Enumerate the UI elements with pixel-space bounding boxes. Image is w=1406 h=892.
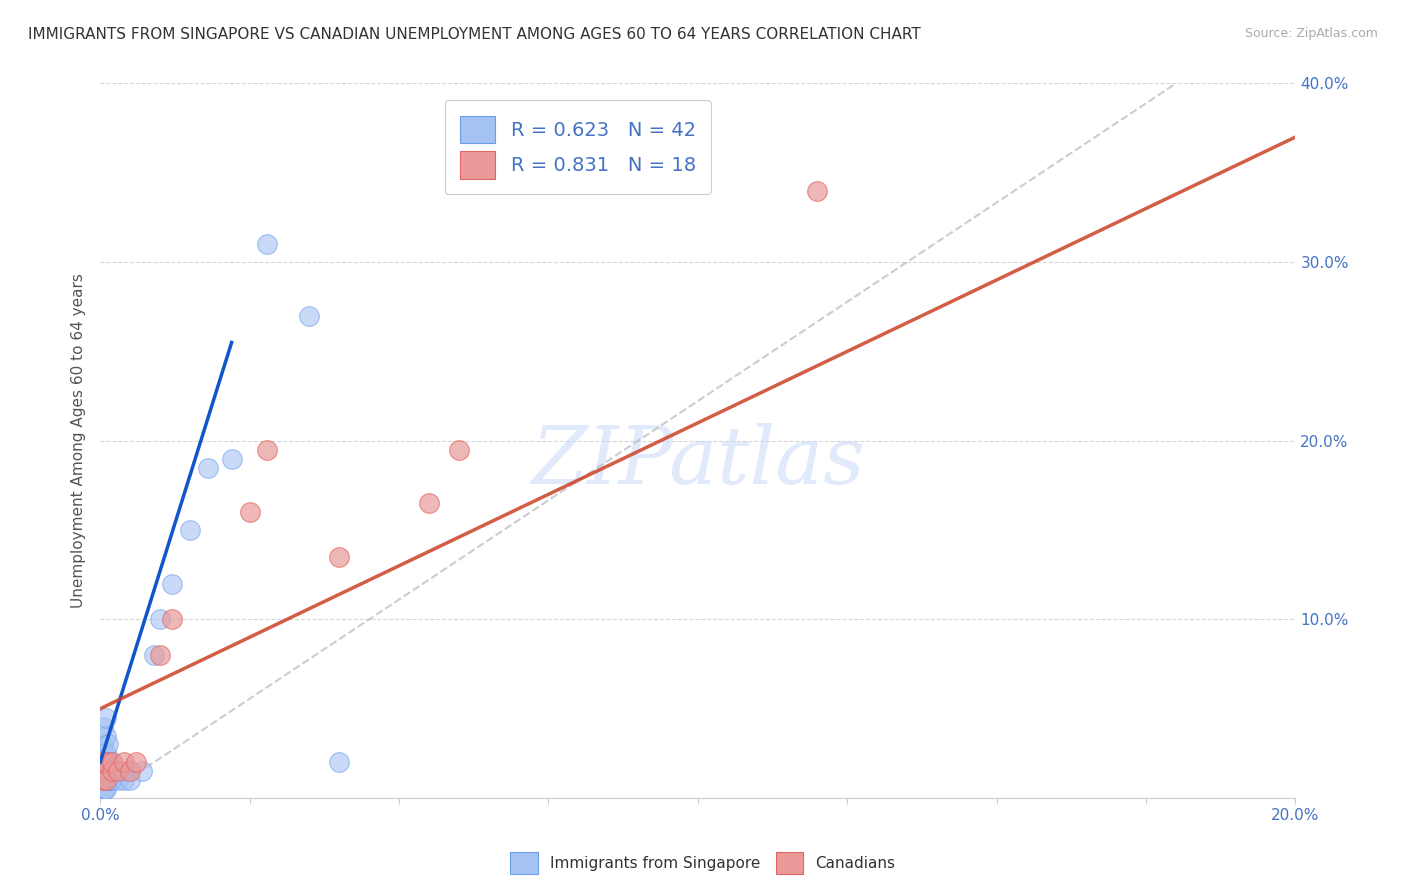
- Point: [94, 782, 117, 797]
- Point: [142, 648, 165, 662]
- Point: [101, 764, 124, 779]
- Point: [98, 764, 121, 779]
- Point: [179, 523, 201, 537]
- Point: [447, 442, 470, 457]
- Point: [328, 549, 350, 564]
- Point: [112, 773, 135, 788]
- Point: [97, 764, 120, 779]
- Point: [118, 773, 141, 788]
- Point: [91, 773, 114, 788]
- Point: [101, 764, 124, 779]
- Point: [94, 773, 117, 788]
- Point: [94, 782, 117, 797]
- Text: IMMIGRANTS FROM SINGAPORE VS CANADIAN UNEMPLOYMENT AMONG AGES 60 TO 64 YEARS COR: IMMIGRANTS FROM SINGAPORE VS CANADIAN UN…: [28, 27, 921, 42]
- Point: [101, 773, 124, 788]
- Point: [112, 756, 135, 770]
- Point: [91, 720, 114, 734]
- Point: [101, 756, 124, 770]
- Point: [98, 756, 121, 770]
- Point: [221, 451, 243, 466]
- Point: [91, 773, 114, 788]
- Point: [94, 729, 117, 743]
- Point: [94, 764, 117, 779]
- Point: [97, 738, 120, 752]
- Point: [256, 237, 278, 252]
- Point: [94, 711, 117, 725]
- Point: [298, 309, 321, 323]
- Point: [149, 612, 172, 626]
- Point: [94, 773, 117, 788]
- Point: [107, 764, 129, 779]
- Point: [91, 747, 114, 761]
- Point: [107, 764, 129, 779]
- Point: [125, 756, 148, 770]
- Point: [91, 738, 114, 752]
- Point: [328, 756, 350, 770]
- Point: [97, 756, 120, 770]
- Point: [160, 576, 183, 591]
- Point: [197, 460, 219, 475]
- Legend: R = 0.623   N = 42, R = 0.831   N = 18: R = 0.623 N = 42, R = 0.831 N = 18: [444, 100, 711, 194]
- Point: [94, 773, 117, 788]
- Point: [806, 184, 828, 198]
- Point: [238, 505, 260, 519]
- Text: Source: ZipAtlas.com: Source: ZipAtlas.com: [1244, 27, 1378, 40]
- Point: [107, 773, 129, 788]
- Point: [131, 764, 153, 779]
- Point: [160, 612, 183, 626]
- Text: ZIPatlas: ZIPatlas: [531, 424, 865, 501]
- Point: [101, 756, 124, 770]
- Point: [91, 756, 114, 770]
- Point: [97, 773, 120, 788]
- Point: [94, 756, 117, 770]
- Point: [94, 764, 117, 779]
- Point: [118, 764, 141, 779]
- Y-axis label: Unemployment Among Ages 60 to 64 years: Unemployment Among Ages 60 to 64 years: [72, 273, 86, 608]
- Point: [149, 648, 172, 662]
- Point: [418, 496, 440, 510]
- Legend: Immigrants from Singapore, Canadians: Immigrants from Singapore, Canadians: [505, 846, 901, 880]
- Point: [91, 764, 114, 779]
- Point: [256, 442, 278, 457]
- Point: [91, 756, 114, 770]
- Point: [98, 773, 121, 788]
- Point: [91, 782, 114, 797]
- Point: [94, 756, 117, 770]
- Point: [94, 747, 117, 761]
- Point: [112, 764, 135, 779]
